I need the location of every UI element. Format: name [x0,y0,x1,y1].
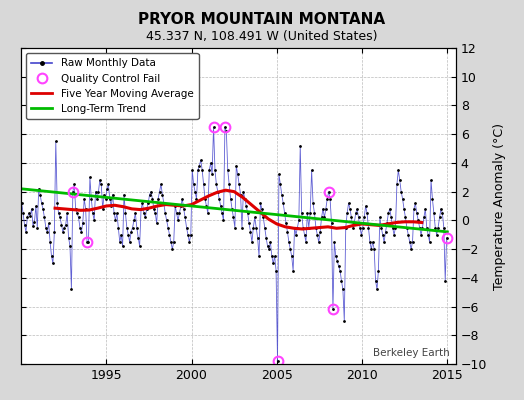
Text: 45.337 N, 108.491 W (United States): 45.337 N, 108.491 W (United States) [146,30,378,43]
Y-axis label: Temperature Anomaly (°C): Temperature Anomaly (°C) [493,122,506,290]
Text: Berkeley Earth: Berkeley Earth [373,348,450,358]
Legend: Raw Monthly Data, Quality Control Fail, Five Year Moving Average, Long-Term Tren: Raw Monthly Data, Quality Control Fail, … [26,53,199,119]
Text: PRYOR MOUNTAIN MONTANA: PRYOR MOUNTAIN MONTANA [138,12,386,27]
